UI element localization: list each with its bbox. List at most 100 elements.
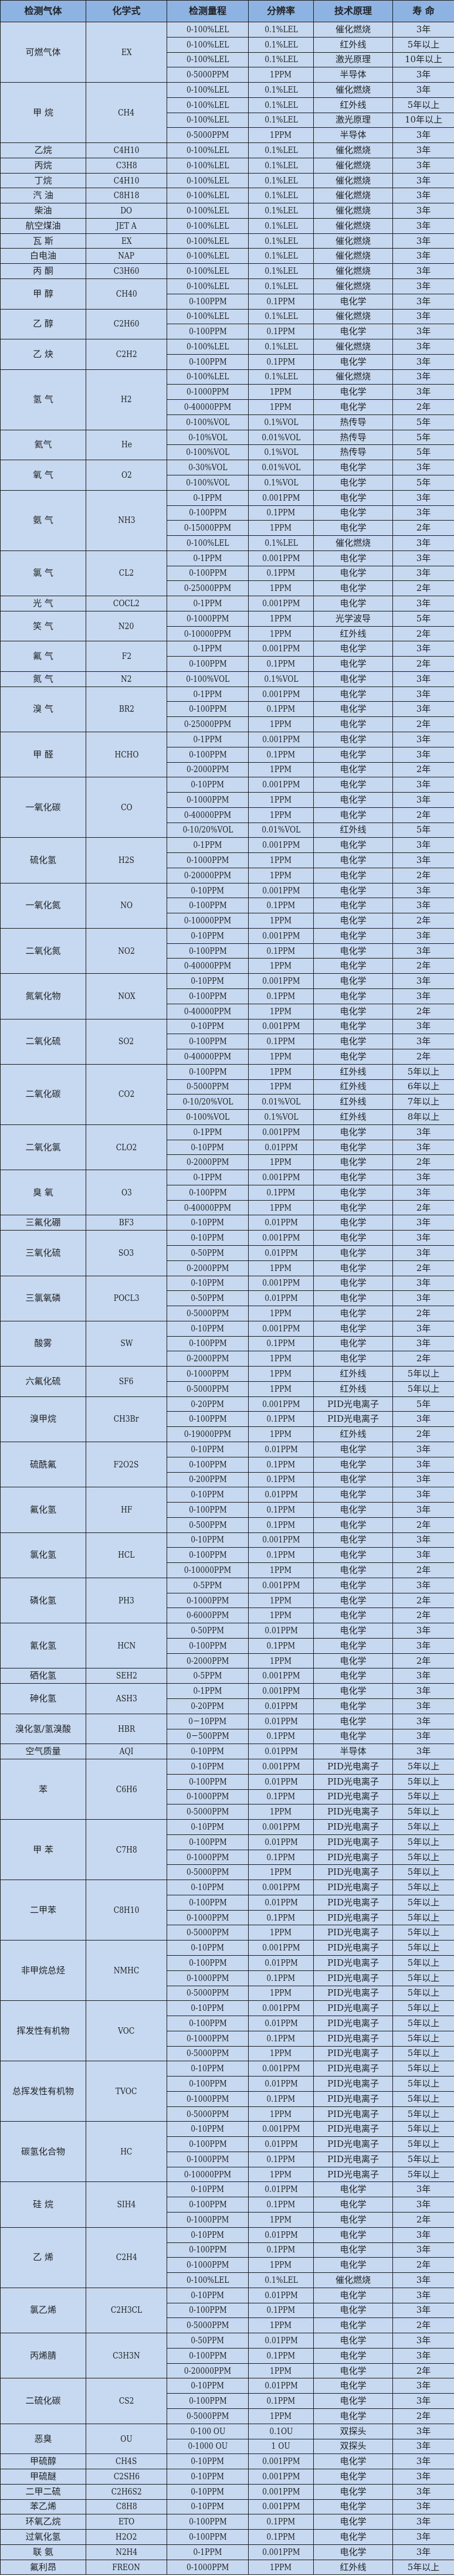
- resolution-cell: 0.1%LEL: [248, 248, 314, 264]
- principle-cell: 催化燃烧: [313, 233, 393, 249]
- lifetime: 5年以上: [407, 1776, 440, 1787]
- range-cell: 0-100PPM: [167, 1456, 249, 1473]
- resolution: 0.1PPM: [266, 2244, 296, 2255]
- principle: 电化学: [340, 2350, 367, 2361]
- table-row: 0-100PPM 0.1PPM 电化学 3年: [1, 293, 454, 310]
- range-cell: 0-1000PPM: [167, 2091, 249, 2107]
- resolution: 0.1%VOL: [263, 416, 299, 427]
- table-header-row: 检测气体 化学式 检测量程 分辨率 技术原理 寿 命: [0, 0, 454, 22]
- principle-cell: 红外线: [313, 97, 393, 113]
- lifetime-cell: 3年: [392, 2287, 454, 2303]
- gas-name-cell: 氮 气: [0, 671, 86, 687]
- lifetime-cell: 3年: [392, 1290, 454, 1307]
- range: 0-10PPM: [191, 2003, 225, 2014]
- resolution: 0.001PPM: [262, 1821, 300, 1832]
- lifetime-cell: 3年: [392, 686, 454, 702]
- lifetime: 3年: [416, 175, 431, 186]
- lifetime: 3年: [416, 492, 431, 503]
- lifetime-cell: 2年: [392, 2212, 454, 2228]
- resolution: 0.1PPM: [266, 704, 296, 715]
- principle: 电化学: [340, 2259, 367, 2271]
- lifetime: 2年: [416, 2365, 431, 2376]
- table-row: 0-100PPM 0.1PPM 电化学 3年: [1, 565, 454, 582]
- table-row: 0-100PPM 0.1PPM 电化学 3年: [1, 988, 454, 1004]
- principle: 电化学: [340, 2470, 367, 2482]
- range: 0-10PPM: [191, 1882, 225, 1893]
- range-cell: 0-100PPM: [167, 2197, 249, 2213]
- lifetime: 3年: [416, 597, 431, 609]
- table-row: 甲 醇 CH40 0-100%LEL 0.1%LEL 催化燃烧 3年: [0, 278, 454, 310]
- principle-cell: 电化学: [313, 505, 393, 521]
- principle: 电化学: [340, 2516, 367, 2527]
- range: 0-10PPM: [191, 1323, 225, 1334]
- lifetime-cell: 3年: [392, 837, 454, 854]
- lifetime: 6年以上: [407, 1081, 440, 1092]
- resolution-cell: 0.1%LEL: [248, 2272, 314, 2288]
- range: 0-100PPM: [188, 2531, 227, 2542]
- principle: 双探头: [340, 2441, 367, 2452]
- range: 0-10PPM: [191, 2486, 225, 2497]
- lifetime-cell: 3年: [392, 82, 454, 98]
- table-row: 0-100%LEL 0.1%LEL 激光原理 10年以上: [1, 52, 454, 68]
- principle: 电化学: [340, 1549, 367, 1561]
- principle: 电化学: [340, 1217, 367, 1228]
- resolution-cell: 0.001PPM: [248, 1320, 314, 1337]
- range-cell: 0-50PPM: [167, 1290, 249, 1307]
- range-cell: 0-50PPM: [167, 2333, 249, 2349]
- table-row: 0-40000PPM 1PPM 电化学 2年: [1, 807, 454, 823]
- chemical-formula: CS2: [118, 2395, 134, 2407]
- principle-cell: 催化燃烧: [313, 535, 393, 551]
- range-cell: 0-10PPM: [167, 1880, 249, 1895]
- resolution: 1PPM: [270, 2410, 292, 2421]
- formula-cell: C2H60: [86, 308, 167, 340]
- lifetime: 5年以上: [407, 1066, 440, 1077]
- lifetime: 2年: [416, 1005, 431, 1017]
- range: 0-100PPM: [188, 1504, 227, 1515]
- resolution-cell: 0.1PPM: [248, 2529, 314, 2545]
- range: 0-10000PPM: [184, 1564, 232, 1575]
- resolution: 0.1PPM: [266, 1474, 296, 1485]
- lifetime-cell: 2年: [392, 1306, 454, 1321]
- lifetime: 3年: [416, 205, 431, 216]
- range-cell: 0-1000PPM: [167, 2559, 249, 2575]
- range-cell: 0-100PPM: [167, 2136, 249, 2152]
- table-row: 臭 氧 O3 0-1PPM 0.001PPM 电化学 3年: [0, 1170, 454, 1216]
- formula-cell: HCN: [86, 1623, 167, 1669]
- lifetime: 3年: [416, 1126, 431, 1137]
- gas-name-cell: 白电油: [0, 248, 86, 264]
- resolution: 0.1PPM: [266, 1549, 296, 1561]
- range-cell: 0－500PPM: [167, 1728, 249, 1745]
- range-cell: 0-2000PPM: [167, 1653, 249, 1669]
- principle: 催化燃烧: [335, 159, 371, 171]
- gas-name: 氟 气: [33, 651, 53, 662]
- lifetime: 3年: [416, 2546, 431, 2557]
- chemical-formula: H2S: [118, 854, 134, 865]
- principle: PID光电离子: [327, 1867, 380, 1878]
- lifetime-cell: 5年以上: [392, 1366, 454, 1382]
- principle: 红外线: [340, 1096, 367, 1107]
- table-row: 0-50PPM 0.01PPM 电化学 3年: [1, 1290, 454, 1307]
- lifetime-cell: 3年: [392, 1547, 454, 1564]
- resolution-cell: 1PPM: [248, 1608, 314, 1624]
- principle: 电化学: [340, 2380, 367, 2391]
- principle-cell: 电化学: [313, 2378, 393, 2394]
- range-cell: 0-5000PPM: [167, 2408, 249, 2424]
- principle: 电化学: [340, 1262, 367, 1273]
- table-row: 0-40000PPM 1PPM 电化学 2年: [1, 1003, 454, 1019]
- gas-name-cell: 氟 气: [0, 641, 86, 672]
- lifetime-cell: 3年: [392, 1335, 454, 1352]
- table-row: 0-1000 OU 1 OU 双探头 3年: [1, 2438, 454, 2455]
- resolution: 1PPM: [270, 583, 292, 594]
- lifetime: 2年: [416, 809, 431, 820]
- resolution: 0.001PPM: [262, 1670, 300, 1681]
- range-cell: 0-100%LEL: [167, 97, 249, 113]
- gas-name-cell: 非甲烷总烃: [0, 1940, 86, 2001]
- lifetime: 3年: [416, 567, 431, 579]
- principle-cell: 电化学: [313, 460, 393, 475]
- resolution: 0.1%LEL: [264, 175, 298, 186]
- resolution: 1PPM: [270, 522, 292, 533]
- table-row: 二甲苯 C8H10 0-10PPM 0.001PPM PID光电离子 5年以上: [0, 1880, 454, 1941]
- table-row: 恶臭 OU 0-100 OU 0.1OU 双探头 3年: [0, 2423, 454, 2455]
- lifetime-cell: 5年以上: [392, 2061, 454, 2077]
- resolution-cell: 0.01PPM: [248, 1139, 314, 1156]
